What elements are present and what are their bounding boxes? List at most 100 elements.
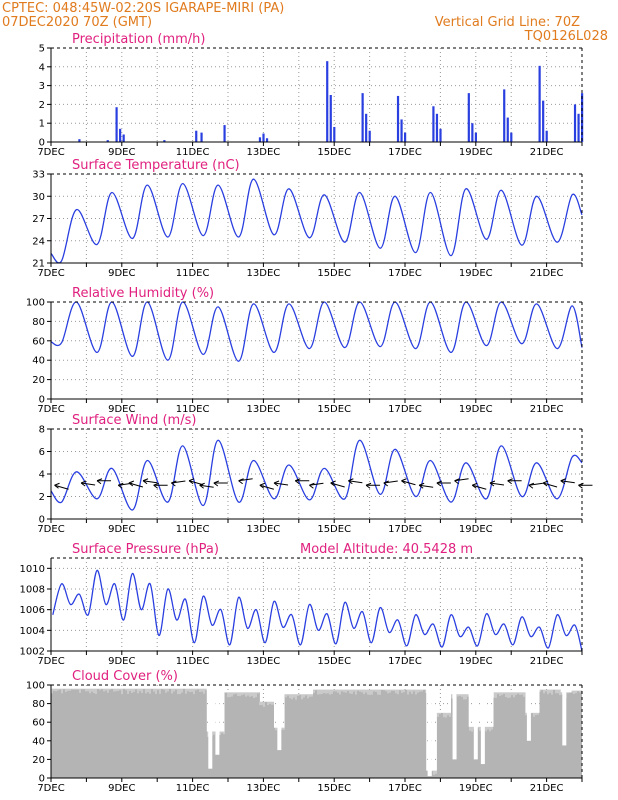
x-tick-label: 13DEC xyxy=(247,656,281,667)
x-tick-label: 11DEC xyxy=(176,147,210,158)
x-tick-label: 15DEC xyxy=(317,783,351,794)
wind-vector xyxy=(81,482,96,486)
x-tick-label: 9DEC xyxy=(108,656,135,667)
wind-vector xyxy=(454,478,469,482)
x-tick-label: 9DEC xyxy=(108,524,135,535)
wind-vector-head xyxy=(528,482,535,489)
wind-vector xyxy=(528,482,543,486)
cloud-gap xyxy=(427,685,432,777)
x-tick-label: 11DEC xyxy=(176,404,210,415)
wind-vector xyxy=(419,484,434,488)
wind-vector-head xyxy=(259,482,266,489)
wind-vector-head xyxy=(330,480,336,487)
precip-bar xyxy=(435,113,439,142)
x-tick-label: 17DEC xyxy=(388,268,422,279)
precip-bar xyxy=(404,132,407,142)
precip-bar xyxy=(329,95,332,142)
x-tick-label: 7DEC xyxy=(37,656,64,667)
precip-bar xyxy=(538,65,541,142)
panel-title: Cloud Cover (%) xyxy=(72,669,178,684)
wind-vector-head xyxy=(489,480,496,487)
y-tick-label: 30 xyxy=(32,192,45,203)
wind-vector xyxy=(259,484,274,490)
y-tick-label: 33 xyxy=(32,170,45,181)
panel-title: Surface Pressure (hPa) xyxy=(72,542,219,557)
series-line xyxy=(50,301,583,362)
x-tick-label: 21DEC xyxy=(530,783,564,794)
x-tick-label: 19DEC xyxy=(459,783,493,794)
wind-vector-head xyxy=(213,480,220,487)
wind-vector-head xyxy=(80,480,87,487)
wind-vector-head xyxy=(273,480,280,487)
x-tick-label: 11DEC xyxy=(176,268,210,279)
wind-vector-head xyxy=(128,480,135,487)
series-line xyxy=(50,178,583,264)
precip-bar xyxy=(265,138,269,142)
precip-bar xyxy=(577,113,580,142)
y-tick-label: 8 xyxy=(39,425,45,436)
wind-vector xyxy=(383,480,398,484)
precip-bar xyxy=(200,132,203,142)
precip-bar xyxy=(106,140,109,142)
y-tick-label: 0 xyxy=(39,774,45,785)
x-tick-label: 7DEC xyxy=(37,524,64,535)
x-tick-label: 7DEC xyxy=(37,268,64,279)
precip-bar xyxy=(396,95,400,142)
x-tick-label: 19DEC xyxy=(459,147,493,158)
wind-vector xyxy=(560,480,575,484)
precip-bar xyxy=(119,128,122,142)
x-tick-label: 11DEC xyxy=(176,524,210,535)
wind-vector xyxy=(199,484,214,488)
wind-vector-head xyxy=(171,480,177,487)
y-tick-label: 20 xyxy=(32,755,45,766)
header-model-code: TQ0126L028 xyxy=(524,29,608,44)
x-tick-label: 7DEC xyxy=(37,404,64,415)
precip-bar xyxy=(365,113,368,142)
panel-pressure: 1002 1004 1006 1008 1010 7DEC 9DEC 11DEC 13DEC 15… xyxy=(20,542,583,667)
x-tick-label: 21DEC xyxy=(530,656,564,667)
x-tick-label: 15DEC xyxy=(317,524,351,535)
y-tick-label: 40 xyxy=(32,736,45,747)
x-tick-label: 9DEC xyxy=(108,783,135,794)
precip-bar xyxy=(471,123,474,142)
y-tick-label: 60 xyxy=(32,336,45,347)
y-tick-label: 2 xyxy=(39,100,45,111)
cloud-gap xyxy=(473,685,478,760)
header-location: CPTEC: 048:45W-02:20S IGARAPE-MIRI (PA) xyxy=(2,1,284,16)
wind-vector-head xyxy=(436,480,443,487)
x-tick-label: 13DEC xyxy=(247,147,281,158)
wind-vector xyxy=(330,482,345,488)
wind-vector-head xyxy=(507,478,513,485)
wind-vector xyxy=(238,478,253,482)
wind-vector-head xyxy=(96,478,103,485)
wind-vector-head xyxy=(117,482,124,489)
y-tick-label: 5 xyxy=(39,44,45,55)
cloud-gap xyxy=(562,685,567,746)
precip-bar xyxy=(542,100,545,142)
panel-precipitation: 0 1 2 3 4 5 7DEC 9DEC 11DEC 13DEC 15DEC 17DEC 19DEC 2… xyxy=(37,32,584,158)
x-tick-label: 19DEC xyxy=(459,268,493,279)
y-tick-label: 1 xyxy=(39,119,45,130)
precip-bar xyxy=(503,89,506,142)
precip-bar xyxy=(467,93,470,142)
x-tick-label: 21DEC xyxy=(530,404,564,415)
y-tick-label: 1010 xyxy=(20,564,45,575)
wind-vector-head xyxy=(153,482,159,489)
x-tick-label: 21DEC xyxy=(530,268,564,279)
wind-vector xyxy=(472,484,487,490)
header-run-date: 07DEC2020 70Z (GMT) xyxy=(2,15,152,30)
x-tick-label: 13DEC xyxy=(247,524,281,535)
y-tick-label: 4 xyxy=(39,470,45,481)
precip-bar xyxy=(368,130,371,142)
x-tick-label: 19DEC xyxy=(459,404,493,415)
precip-bar xyxy=(400,119,403,142)
y-tick-label: 40 xyxy=(32,356,45,367)
precip-bar xyxy=(506,117,509,142)
wind-vector-head xyxy=(454,478,460,485)
precip-bar xyxy=(545,130,548,142)
wind-vector-head xyxy=(294,478,301,485)
panel-wind: 0 2 4 6 8 7DEC 9DEC 11DEC 13DEC 15DEC 17DEC 19DEC 21… xyxy=(37,413,593,535)
wind-vector-head xyxy=(560,478,566,485)
y-tick-label: 4 xyxy=(39,62,45,73)
panel-title: Precipitation (mm/h) xyxy=(72,32,205,47)
